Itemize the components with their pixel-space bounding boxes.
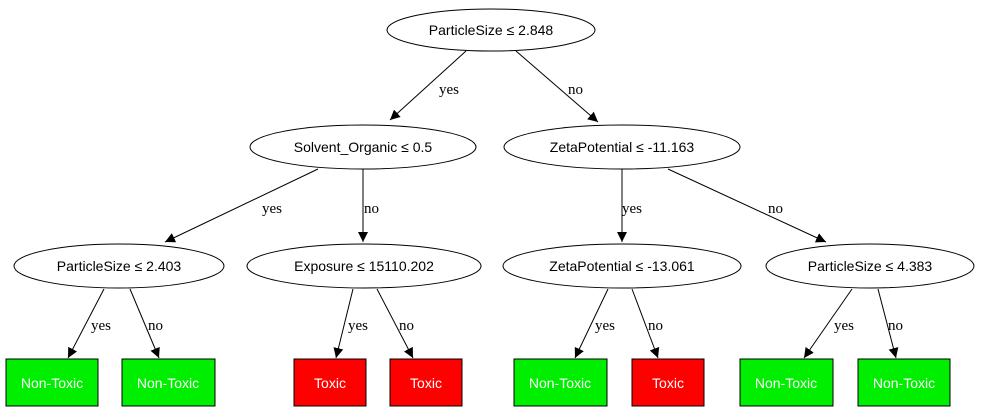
node-zeta2: ZetaPotential ≤ -13.061: [502, 243, 742, 289]
node-exposure-label: Exposure ≤ 15110.202: [294, 258, 434, 274]
edge-exposure-yes: [333, 288, 354, 359]
leaf-8-label: Non-Toxic: [873, 375, 935, 391]
edge-ps3-no: [877, 288, 899, 359]
leaf-nodes: Non-Toxic Non-Toxic Toxic Toxic Non-Toxi…: [5, 358, 951, 407]
node-root: ParticleSize ≤ 2.848: [386, 8, 596, 52]
edge-root-no: [515, 50, 599, 123]
node-solvent: Solvent_Organic ≤ 0.5: [249, 124, 477, 170]
leaf-5-label: Non-Toxic: [529, 375, 591, 391]
node-zeta1-label: ZetaPotential ≤ -11.163: [550, 139, 695, 155]
edge-label-ps3-yes: yes: [834, 318, 854, 334]
edge-label-zeta1-no: no: [768, 201, 783, 217]
edge-label-ps3-no: no: [888, 318, 903, 334]
edge-zeta1-no: [667, 168, 827, 243]
node-zeta2-label: ZetaPotential ≤ -13.061: [549, 258, 695, 274]
edge-label-zeta2-yes: yes: [595, 318, 615, 334]
edge-labels: yes no yes no yes no yes no yes no yes n…: [91, 82, 903, 334]
leaf-2-label: Non-Toxic: [137, 375, 199, 391]
edge-label-zeta2-no: no: [648, 318, 663, 334]
leaf-7: Non-Toxic: [739, 358, 834, 407]
node-root-label: ParticleSize ≤ 2.848: [429, 22, 554, 38]
edge-label-solvent-yes: yes: [262, 201, 282, 217]
edge-exposure-no: [376, 288, 414, 359]
edge-solvent-yes: [164, 168, 319, 243]
leaf-2: Non-Toxic: [121, 358, 216, 407]
edge-label-root-yes: yes: [439, 82, 459, 98]
edge-label-solvent-no: no: [364, 201, 379, 217]
decision-nodes: ParticleSize ≤ 2.848 Solvent_Organic ≤ 0…: [13, 8, 975, 289]
leaf-3: Toxic: [293, 358, 367, 407]
leaf-3-label: Toxic: [314, 375, 346, 391]
node-ps2: ParticleSize ≤ 2.403: [13, 243, 225, 289]
node-solvent-label: Solvent_Organic ≤ 0.5: [294, 139, 433, 155]
leaf-1: Non-Toxic: [5, 358, 99, 407]
edge-label-ps2-yes: yes: [91, 318, 111, 334]
leaf-4-label: Toxic: [410, 375, 442, 391]
leaf-1-label: Non-Toxic: [21, 375, 83, 391]
edge-zeta2-yes: [574, 288, 609, 359]
leaf-8: Non-Toxic: [857, 358, 951, 407]
leaf-5: Non-Toxic: [513, 358, 608, 407]
node-ps3-label: ParticleSize ≤ 4.383: [808, 258, 933, 274]
edge-label-root-no: no: [568, 82, 583, 98]
edge-ps3-yes: [803, 288, 853, 359]
edge-label-exposure-no: no: [399, 318, 414, 334]
leaf-4: Toxic: [389, 358, 463, 407]
edge-zeta2-no: [631, 288, 660, 359]
edge-label-zeta1-yes: yes: [622, 201, 642, 217]
node-ps2-label: ParticleSize ≤ 2.403: [57, 258, 182, 274]
node-exposure: Exposure ≤ 15110.202: [246, 243, 482, 289]
edge-root-yes: [389, 50, 467, 121]
node-ps3: ParticleSize ≤ 4.383: [765, 243, 975, 289]
leaf-6-label: Toxic: [652, 375, 684, 391]
edge-ps2-yes: [67, 288, 105, 359]
edge-ps2-no: [129, 288, 160, 359]
node-zeta1: ZetaPotential ≤ -11.163: [503, 124, 741, 170]
edge-label-ps2-no: no: [148, 318, 163, 334]
edges: [67, 50, 899, 359]
leaf-6: Toxic: [631, 358, 705, 407]
edge-label-exposure-yes: yes: [348, 318, 368, 334]
leaf-7-label: Non-Toxic: [755, 375, 817, 391]
